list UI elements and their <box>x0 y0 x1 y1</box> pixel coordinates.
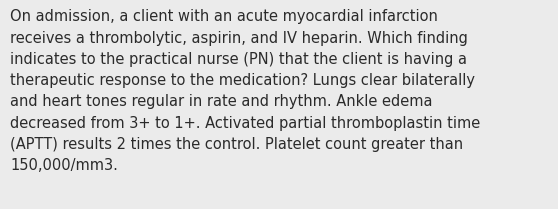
Text: On admission, a client with an acute myocardial infarction
receives a thrombolyt: On admission, a client with an acute myo… <box>10 9 480 173</box>
